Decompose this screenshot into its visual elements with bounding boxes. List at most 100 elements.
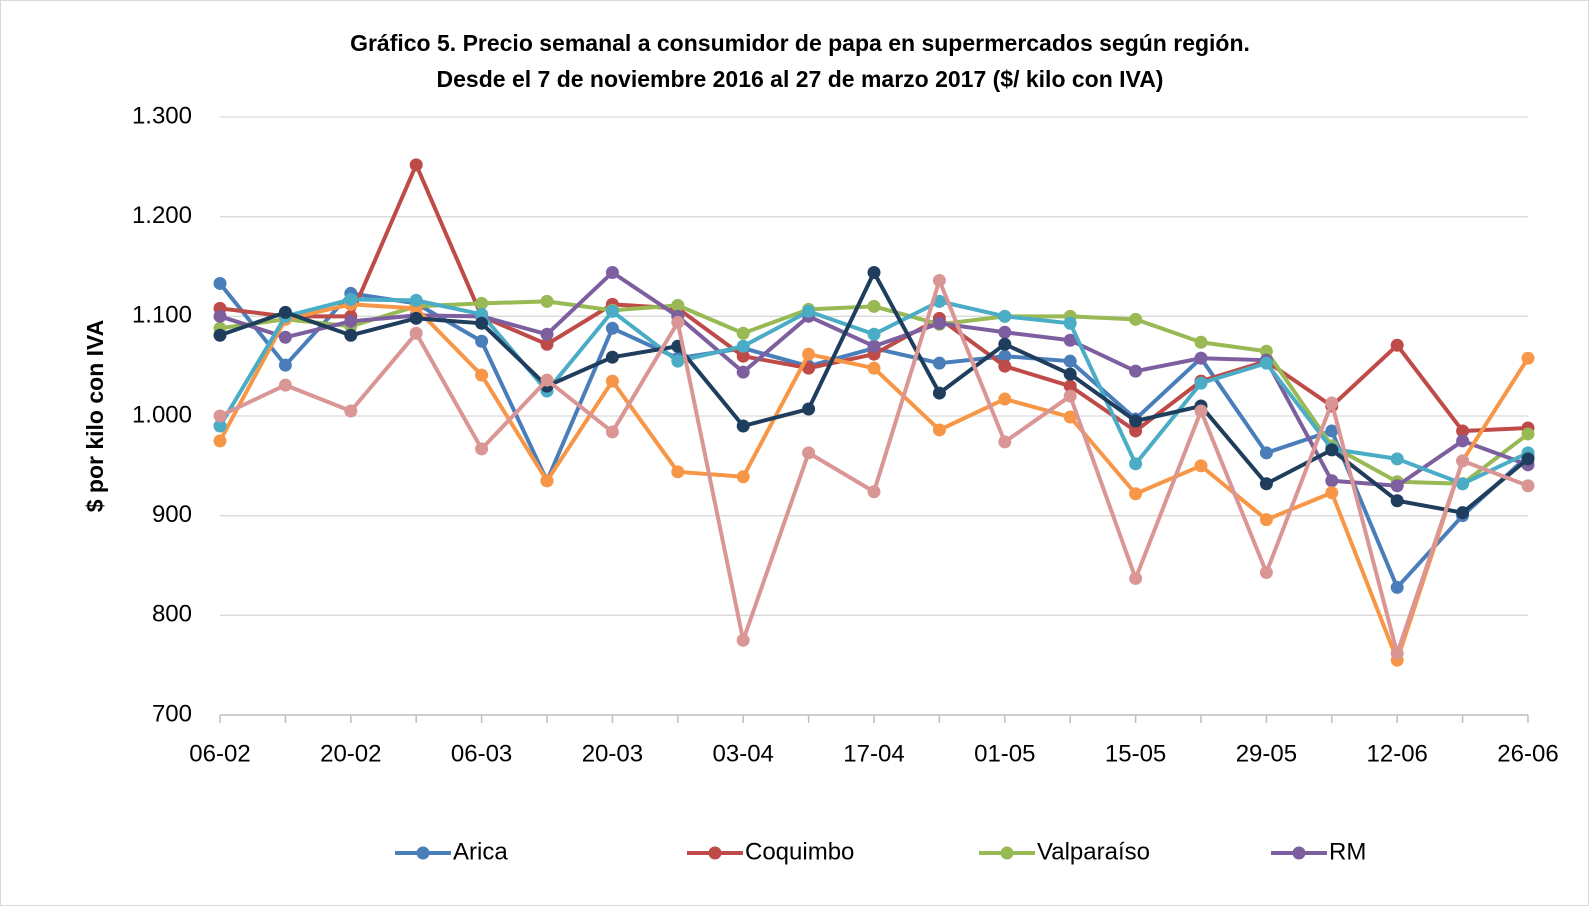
data-point [867, 299, 881, 313]
x-tick-label: 17-04 [843, 740, 904, 767]
y-tick-label: 1.000 [132, 401, 192, 428]
data-point [998, 359, 1012, 373]
data-point [213, 419, 227, 433]
x-tick-label: 29-05 [1236, 740, 1297, 767]
data-point [1259, 513, 1273, 527]
data-point [475, 368, 489, 382]
data-point [1063, 389, 1077, 403]
data-point [475, 442, 489, 456]
data-point [1521, 452, 1535, 466]
data-point [1456, 434, 1470, 448]
x-tick-label: 20-02 [320, 740, 381, 767]
data-point [1521, 479, 1535, 493]
data-point [932, 294, 946, 308]
data-point [1456, 477, 1470, 491]
data-point [932, 316, 946, 330]
data-point [802, 304, 816, 318]
data-point [736, 633, 750, 647]
data-point [1194, 351, 1208, 365]
data-point [605, 304, 619, 318]
data-point [671, 315, 685, 329]
legend-marker [1000, 846, 1014, 860]
data-point [1129, 414, 1143, 428]
data-point [867, 265, 881, 279]
data-point [1129, 571, 1143, 585]
data-point [1521, 427, 1535, 441]
data-point [1390, 646, 1404, 660]
data-point [1325, 396, 1339, 410]
data-point [605, 321, 619, 335]
x-tick-label: 20-03 [582, 740, 643, 767]
data-point [932, 273, 946, 287]
x-tick-label: 15-05 [1105, 740, 1166, 767]
data-point [736, 470, 750, 484]
data-point [1259, 565, 1273, 579]
data-point [278, 330, 292, 344]
data-point [475, 334, 489, 348]
data-point [802, 361, 816, 375]
data-point [409, 326, 423, 340]
legend-label: RM [1329, 838, 1366, 865]
legend-marker [1292, 846, 1306, 860]
data-point [1259, 446, 1273, 460]
data-point [736, 349, 750, 363]
data-point [932, 356, 946, 370]
y-tick-label: 1.200 [132, 202, 192, 229]
data-point [736, 419, 750, 433]
data-point [605, 350, 619, 364]
data-point [605, 374, 619, 388]
data-point [475, 307, 489, 321]
data-point [605, 265, 619, 279]
data-point [1390, 494, 1404, 508]
data-point [932, 423, 946, 437]
data-point [998, 349, 1012, 363]
data-point [867, 361, 881, 375]
data-point [1194, 376, 1208, 390]
data-point [344, 292, 358, 306]
data-point [736, 326, 750, 340]
y-tick-label: 1.300 [132, 102, 192, 129]
data-point [1063, 316, 1077, 330]
legend-label: Valparaíso [1037, 838, 1150, 865]
data-point [344, 314, 358, 328]
data-point [475, 316, 489, 330]
data-point [802, 347, 816, 361]
data-point [1063, 367, 1077, 381]
data-point [998, 309, 1012, 323]
data-point [1063, 333, 1077, 347]
data-point [213, 276, 227, 290]
data-point [540, 337, 554, 351]
legend-marker [416, 846, 430, 860]
legend-label: Arica [453, 838, 508, 865]
data-point [998, 435, 1012, 449]
data-point [213, 309, 227, 323]
data-point [736, 365, 750, 379]
data-point [671, 298, 685, 312]
y-tick-label: 900 [152, 501, 192, 528]
data-point [1259, 477, 1273, 491]
data-point [998, 392, 1012, 406]
data-point [1194, 335, 1208, 349]
y-axis-label: $ por kilo con IVA [82, 320, 108, 513]
data-point [1194, 459, 1208, 473]
data-point [998, 325, 1012, 339]
data-point [1456, 506, 1470, 520]
data-point [344, 404, 358, 418]
x-tick-label: 12-06 [1367, 740, 1428, 767]
data-point [1129, 487, 1143, 501]
data-point [409, 158, 423, 172]
x-tick-label: 03-04 [713, 740, 774, 767]
data-point [278, 378, 292, 392]
data-point [409, 311, 423, 325]
x-tick-label: 06-02 [189, 740, 250, 767]
data-point [802, 402, 816, 416]
data-point [1325, 486, 1339, 500]
data-point [605, 425, 619, 439]
data-point [1063, 354, 1077, 368]
data-point [1194, 404, 1208, 418]
data-point [213, 434, 227, 448]
y-tick-label: 1.100 [132, 302, 192, 329]
data-point [344, 328, 358, 342]
data-point [1063, 410, 1077, 424]
